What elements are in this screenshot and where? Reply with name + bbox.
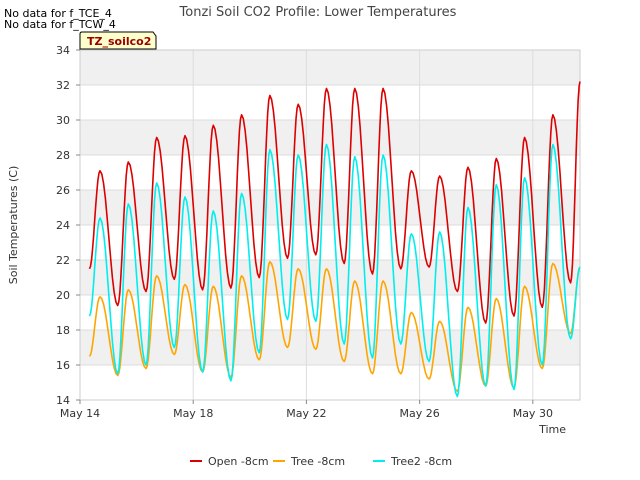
y-tick-label: 24 — [56, 219, 70, 232]
no-data-note-tcw: No data for f_TCW_4 — [4, 18, 116, 31]
site-badge: TZ_soilco2 — [79, 31, 157, 50]
background-bands — [80, 50, 580, 365]
legend-label: Open -8cm — [208, 455, 269, 468]
series-lines — [88, 81, 581, 398]
legend: Open -8cm Tree -8cm Tree2 -8cm — [190, 455, 452, 468]
y-tick-label: 34 — [56, 44, 70, 57]
chart-title: Tonzi Soil CO2 Profile: Lower Temperatur… — [179, 5, 457, 20]
x-tick-label: May 18 — [173, 407, 213, 420]
y-tick-label: 14 — [56, 394, 70, 407]
x-axis-label: Time — [538, 423, 566, 436]
series-line-1 — [88, 261, 581, 393]
y-tick-label: 26 — [56, 184, 70, 197]
y-axis: 14 16 18 20 22 24 26 28 30 32 34 — [56, 44, 80, 407]
y-tick-label: 32 — [56, 79, 70, 92]
x-tick-label: May 22 — [286, 407, 326, 420]
y-tick-label: 30 — [56, 114, 70, 127]
y-axis-label: Soil Temperatures (C) — [7, 166, 20, 285]
y-tick-label: 18 — [56, 324, 70, 337]
y-tick-label: 22 — [56, 254, 70, 267]
x-tick-label: May 30 — [513, 407, 553, 420]
no-data-note-tce: No data for f_TCE_4 — [4, 7, 112, 20]
x-axis: May 14 May 18 May 22 May 26 May 30 — [60, 400, 553, 420]
series-line-2 — [88, 143, 581, 398]
legend-label: Tree -8cm — [290, 455, 345, 468]
y-tick-label: 28 — [56, 149, 70, 162]
background-band — [80, 190, 580, 225]
background-band — [80, 330, 580, 365]
x-tick-label: May 26 — [399, 407, 439, 420]
y-tick-label: 16 — [56, 359, 70, 372]
background-band — [80, 50, 580, 85]
series-line-0 — [88, 81, 581, 324]
x-tick-label: May 14 — [60, 407, 100, 420]
legend-label: Tree2 -8cm — [390, 455, 452, 468]
background-band — [80, 120, 580, 155]
site-badge-label: TZ_soilco2 — [87, 35, 151, 48]
y-tick-label: 20 — [56, 289, 70, 302]
